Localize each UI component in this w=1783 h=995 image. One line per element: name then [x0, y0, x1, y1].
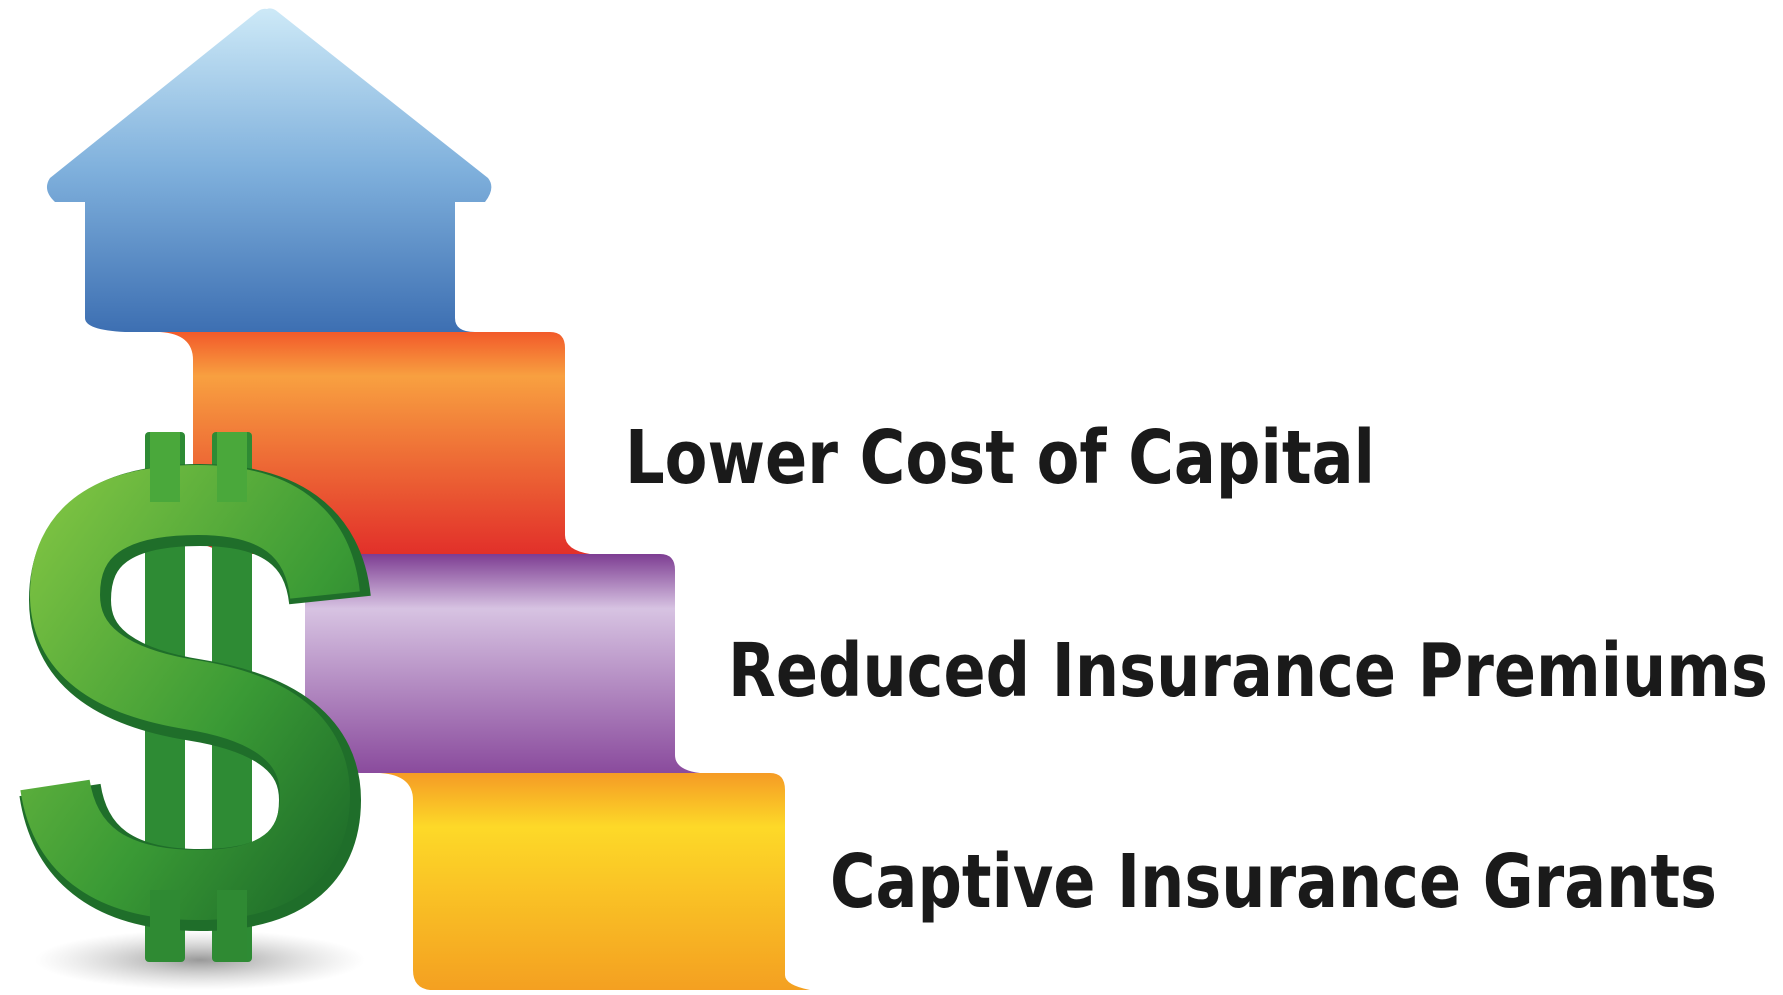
- infographic: Lower Cost of Capital Reduced Insurance …: [0, 0, 1783, 995]
- dollar-shadow: [35, 930, 365, 990]
- step-yellow: [380, 773, 810, 990]
- arrow-house: [47, 8, 491, 332]
- step-label: Lower Cost of Capital: [625, 415, 1375, 501]
- step-label: Captive Insurance Grants: [830, 839, 1717, 925]
- dollar-sign: [55, 432, 330, 962]
- step-label: Reduced Insurance Premiums: [728, 628, 1768, 714]
